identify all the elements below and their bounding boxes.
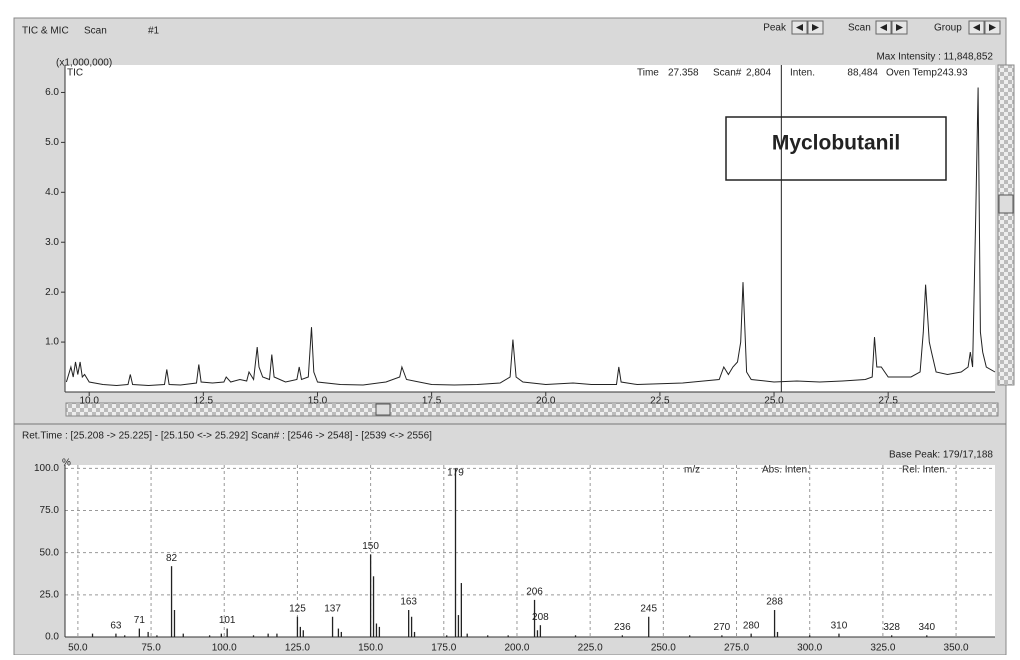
y-tick-label: 75.0 <box>40 505 60 516</box>
peak-label: 179 <box>447 468 464 479</box>
range-text: Ret.Time : [25.208 -> 25.225] - [25.150 … <box>22 431 432 442</box>
x-tick-label: 250.0 <box>651 643 676 654</box>
x-tick-label: 300.0 <box>797 643 822 654</box>
peak-label: 340 <box>918 622 935 633</box>
h-scroll-thumb[interactable] <box>375 403 391 416</box>
v-scrollbar[interactable] <box>997 64 1015 386</box>
y-tick-label: 6.0 <box>45 87 59 98</box>
peak-label: 208 <box>532 612 549 623</box>
peak-label: 125 <box>289 603 306 614</box>
y-tick-label: 5.0 <box>45 137 59 148</box>
x-tick-label: 125.0 <box>285 643 310 654</box>
x-tick-label: 10.0 <box>79 396 99 407</box>
trace-label: TIC <box>67 68 83 79</box>
scan-label: Scan <box>848 23 871 34</box>
peak-label: 280 <box>743 620 760 631</box>
x-tick-label: 275.0 <box>724 643 749 654</box>
x-tick-label: 15.0 <box>308 396 328 407</box>
x-tick-label: 225.0 <box>578 643 603 654</box>
peak-label: 206 <box>526 587 543 598</box>
x-tick-label: 25.0 <box>764 396 784 407</box>
peak-label: 71 <box>134 615 146 626</box>
info-inten: Inten. <box>790 68 815 79</box>
annotation: Myclobutanil <box>772 132 900 155</box>
peak-label: 236 <box>614 622 631 633</box>
v-scroll-thumb[interactable] <box>998 194 1014 214</box>
tic-trace <box>65 87 996 387</box>
annotation-box <box>725 116 947 181</box>
peak-label: 137 <box>324 603 341 614</box>
group-label: Group <box>934 23 962 34</box>
y-tick-label: 3.0 <box>45 237 59 248</box>
chromatogram-plot <box>65 65 995 392</box>
y-tick-label: 100.0 <box>34 463 59 474</box>
y-tick-label: 2.0 <box>45 287 59 298</box>
x-tick-label: 12.5 <box>194 396 214 407</box>
x-tick-label: 27.5 <box>878 396 898 407</box>
peak-label: 328 <box>883 622 900 633</box>
info-time: Time <box>637 68 659 79</box>
info-oven: Oven Temp243.93 <box>886 68 968 79</box>
nav-buttons: Peak Scan Group <box>763 20 1001 35</box>
y-tick-label: 1.0 <box>45 337 59 348</box>
panel-title: TIC & MIC <box>22 26 69 37</box>
peak-label: 82 <box>166 553 178 564</box>
y-tick-label: 4.0 <box>45 187 59 198</box>
col-abs: Abs. Inten. <box>762 465 810 476</box>
peak-label: 270 <box>714 622 731 633</box>
x-tick-label: 17.5 <box>422 396 442 407</box>
info-inten-value: 88,484 <box>847 68 878 79</box>
x-tick-label: 325.0 <box>870 643 895 654</box>
col-mz: m/z <box>684 465 700 476</box>
base-peak: Base Peak: 179/17,188 <box>889 450 993 461</box>
x-tick-label: 75.0 <box>141 643 161 654</box>
x-tick-label: 100.0 <box>212 643 237 654</box>
x-tick-label: 22.5 <box>650 396 670 407</box>
peak-label: 150 <box>362 541 379 552</box>
spectrum-plot <box>65 465 995 637</box>
info-time-value: 27.358 <box>668 68 699 79</box>
x-tick-label: 175.0 <box>431 643 456 654</box>
y-unit: % <box>62 458 71 469</box>
peak-label: 163 <box>400 597 417 608</box>
y-tick-label: 0.0 <box>45 632 59 643</box>
col-rel: Rel. Inten. <box>902 465 948 476</box>
max-intensity: Max Intensity : 11,848,852 <box>876 52 993 63</box>
x-tick-label: 150.0 <box>358 643 383 654</box>
y-tick-label: 50.0 <box>40 547 60 558</box>
info-scan-value: 2,804 <box>746 68 771 79</box>
peak-label: 101 <box>219 615 236 626</box>
x-tick-label: 50.0 <box>68 643 88 654</box>
x-tick-label: 20.0 <box>536 396 556 407</box>
peak-label: 63 <box>110 620 122 631</box>
peak-label: 245 <box>640 603 657 614</box>
peak-label: 310 <box>831 620 848 631</box>
peak-label: Peak <box>763 23 787 34</box>
peak-label: 288 <box>766 597 783 608</box>
x-tick-label: 350.0 <box>944 643 969 654</box>
h-scrollbar[interactable] <box>65 402 999 417</box>
panel-mode: Scan <box>84 26 107 37</box>
scale-label: (x1,000,000) <box>56 58 112 69</box>
info-scan: Scan# <box>713 68 742 79</box>
panel-number: #1 <box>148 26 160 37</box>
y-tick-label: 25.0 <box>40 589 60 600</box>
x-tick-label: 200.0 <box>504 643 529 654</box>
